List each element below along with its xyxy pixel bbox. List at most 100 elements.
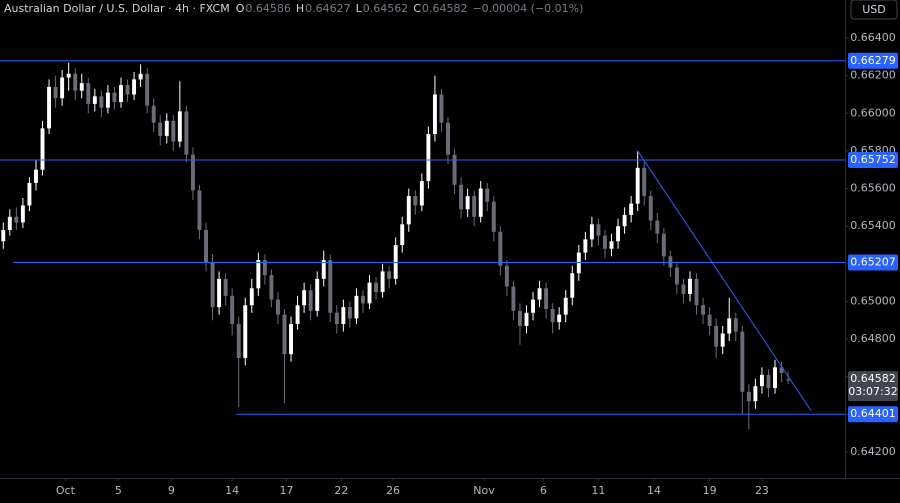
candle-body (563, 297, 568, 315)
level-label: 0.65207 (850, 256, 896, 269)
candle-body (406, 196, 411, 225)
y-tick-label: 0.65000 (850, 294, 896, 307)
candle-body (557, 314, 562, 323)
candle-body (504, 265, 509, 287)
candle-body (354, 295, 359, 319)
candle-body (275, 299, 280, 315)
candle-body (524, 312, 529, 326)
current-price-box (848, 371, 898, 402)
x-tick-label: 6 (540, 484, 547, 497)
candle-body (14, 216, 19, 223)
candle-body (315, 278, 320, 311)
candle-body (393, 245, 398, 279)
candle-body (616, 226, 621, 242)
candle-body (478, 188, 483, 217)
candle-body (439, 94, 444, 123)
currency-label: USD (862, 3, 886, 16)
candle-body (40, 128, 45, 170)
candle-body (517, 310, 522, 326)
x-tick-label: 23 (755, 484, 769, 497)
x-tick-label: 9 (168, 484, 175, 497)
level-label: 0.64401 (850, 407, 896, 420)
candle-body (210, 261, 215, 308)
x-tick-label: 5 (115, 484, 122, 497)
candle-body (419, 181, 424, 206)
candle-body (86, 83, 91, 104)
candle-body (413, 196, 418, 206)
candle-body (295, 305, 300, 325)
candle-body (446, 122, 450, 155)
candle-body (60, 77, 65, 99)
candle-body (701, 305, 706, 315)
candle-body (282, 314, 287, 355)
current-price: 0.64582 (850, 372, 896, 385)
candle-body (733, 318, 738, 332)
plot (1, 62, 791, 430)
candle-body (184, 111, 189, 155)
candle-body (302, 290, 307, 306)
candle-body (740, 331, 745, 392)
ohlc-letter: C (413, 2, 421, 15)
candle-body (629, 203, 634, 215)
candle-body (498, 231, 503, 266)
candle-body (177, 111, 182, 142)
level-label-box (848, 406, 898, 423)
candle-body (380, 271, 385, 293)
y-tick-label: 0.64800 (850, 332, 896, 345)
candle-body (256, 260, 261, 289)
level-label: 0.66279 (850, 54, 896, 67)
y-tick-label: 0.65600 (850, 182, 896, 195)
candle-body (217, 278, 222, 308)
candle-body (746, 391, 751, 402)
candle-body (262, 260, 267, 276)
candle-body (642, 167, 647, 197)
candle-body (151, 105, 156, 123)
candle-body (269, 275, 274, 300)
candle-body (681, 284, 686, 294)
candle-body (661, 233, 666, 257)
candle-body (334, 312, 339, 325)
candle-body (321, 260, 326, 279)
candle-body (367, 282, 372, 304)
candle-body (550, 309, 555, 323)
candle-body (92, 96, 97, 104)
currency-button[interactable] (850, 0, 898, 20)
candle-body (308, 290, 313, 311)
candle-body (452, 154, 457, 185)
y-tick-label: 0.66400 (850, 31, 896, 44)
candle-body (223, 278, 228, 296)
candle-body (714, 325, 719, 347)
ohlc-legend: O 0.64586 H 0.64627 L 0.64562 C 0.64582 −0.00004… (236, 2, 584, 15)
candle-body (236, 324, 241, 358)
candle-body (347, 307, 352, 319)
candle-body (648, 196, 653, 221)
candle-body (779, 367, 784, 373)
candle-body (655, 220, 660, 234)
candle-body (79, 83, 84, 91)
candle-body (20, 205, 25, 223)
candle-body (1, 229, 6, 242)
x-tick-label: Oct (56, 484, 76, 497)
x-tick-label: 14 (647, 484, 661, 497)
candle-body (230, 295, 235, 325)
candle-body (53, 86, 58, 99)
y-tick-label: 0.66200 (850, 69, 896, 82)
candle-body (400, 224, 405, 246)
candle-body (596, 224, 601, 236)
candle-body (164, 120, 169, 136)
candle-body (759, 374, 764, 387)
candle-body (485, 188, 490, 202)
x-tick-label: 22 (334, 484, 348, 497)
candle-body (34, 169, 38, 183)
candle-body (105, 92, 110, 108)
candle-body (27, 182, 32, 206)
x-tick-label: 19 (703, 484, 717, 497)
candle-body (753, 386, 758, 402)
candle-body (66, 73, 71, 78)
y-tick-label: 0.64200 (850, 445, 896, 458)
candle-body (119, 85, 123, 102)
candle-body (190, 154, 195, 191)
